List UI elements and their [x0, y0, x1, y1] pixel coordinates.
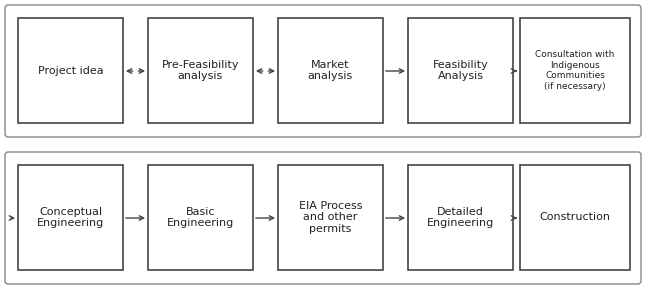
Bar [278, 165, 383, 270]
Text: Pre-Feasibility
analysis: Pre-Feasibility analysis [162, 60, 239, 81]
Text: Project idea: Project idea [37, 66, 103, 76]
Bar [520, 165, 630, 270]
Text: Consultation with
Indigenous
Communities
(if necessary): Consultation with Indigenous Communities… [535, 50, 615, 91]
Text: EIA Process
and other
permits: EIA Process and other permits [299, 201, 362, 234]
FancyBboxPatch shape [5, 5, 641, 137]
Text: Construction: Construction [539, 213, 610, 223]
Bar [18, 165, 123, 270]
Bar [520, 18, 630, 123]
Bar [148, 18, 253, 123]
FancyBboxPatch shape [5, 152, 641, 284]
Bar [278, 18, 383, 123]
Bar [408, 165, 513, 270]
Text: Basic
Engineering: Basic Engineering [167, 207, 234, 228]
Bar [18, 18, 123, 123]
Text: Feasibility
Analysis: Feasibility Analysis [432, 60, 488, 81]
Bar [408, 18, 513, 123]
Text: Detailed
Engineering: Detailed Engineering [427, 207, 494, 228]
Text: Market
analysis: Market analysis [308, 60, 353, 81]
Text: Conceptual
Engineering: Conceptual Engineering [37, 207, 104, 228]
Bar [148, 165, 253, 270]
